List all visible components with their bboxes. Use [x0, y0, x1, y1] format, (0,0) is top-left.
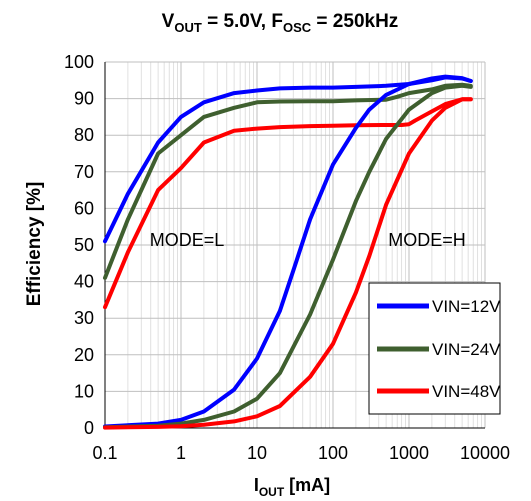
x-tick-label: 100	[318, 443, 348, 463]
legend-label-24v: VIN=24V	[432, 340, 501, 359]
chart-title: VOUT = 5.0V, FOSC = 250kHz	[162, 11, 399, 35]
series-line-vin-24v-mode-h	[103, 83, 473, 430]
x-tick-label: 10	[247, 443, 267, 463]
series-line-vin-48v-mode-h	[103, 97, 473, 430]
annotation-mode-h: MODE=H	[388, 230, 466, 250]
y-tick-label: 50	[74, 235, 94, 255]
x-tick-label: 1	[176, 443, 186, 463]
x-tick-label: 1000	[389, 443, 429, 463]
x-axis-label: IOUT [mA]	[254, 475, 330, 499]
legend-label-48v: VIN=48V	[432, 382, 501, 401]
series-line-vin-48v-mode-l	[103, 97, 473, 310]
y-tick-label: 60	[74, 198, 94, 218]
series-lines	[103, 74, 473, 430]
legend-label-12v: VIN=12V	[432, 297, 501, 316]
y-tick-label: 30	[74, 308, 94, 328]
series-line-vin-12v-mode-h	[103, 74, 473, 429]
y-tick-label: 0	[84, 418, 94, 438]
y-tick-label: 10	[74, 381, 94, 401]
y-tick-label: 20	[74, 345, 94, 365]
series-line-vin-24v-mode-l	[103, 82, 473, 280]
y-tick-label: 70	[74, 162, 94, 182]
y-tick-label: 80	[74, 125, 94, 145]
y-tick-label: 100	[64, 52, 94, 72]
y-tick-label: 40	[74, 272, 94, 292]
legend: VIN=12V VIN=24V VIN=48V	[368, 282, 501, 415]
x-tick-label: 10000	[460, 443, 510, 463]
y-axis-label: Efficiency [%]	[24, 182, 45, 307]
y-tick-label: 90	[74, 89, 94, 109]
annotation-mode-l: MODE=L	[150, 230, 225, 250]
tick-labels: 0.1 1 10 100 1000 10000 0 10 20 30 40 50 60 70 80 90 100	[64, 52, 510, 463]
x-tick-label: 0.1	[92, 443, 117, 463]
